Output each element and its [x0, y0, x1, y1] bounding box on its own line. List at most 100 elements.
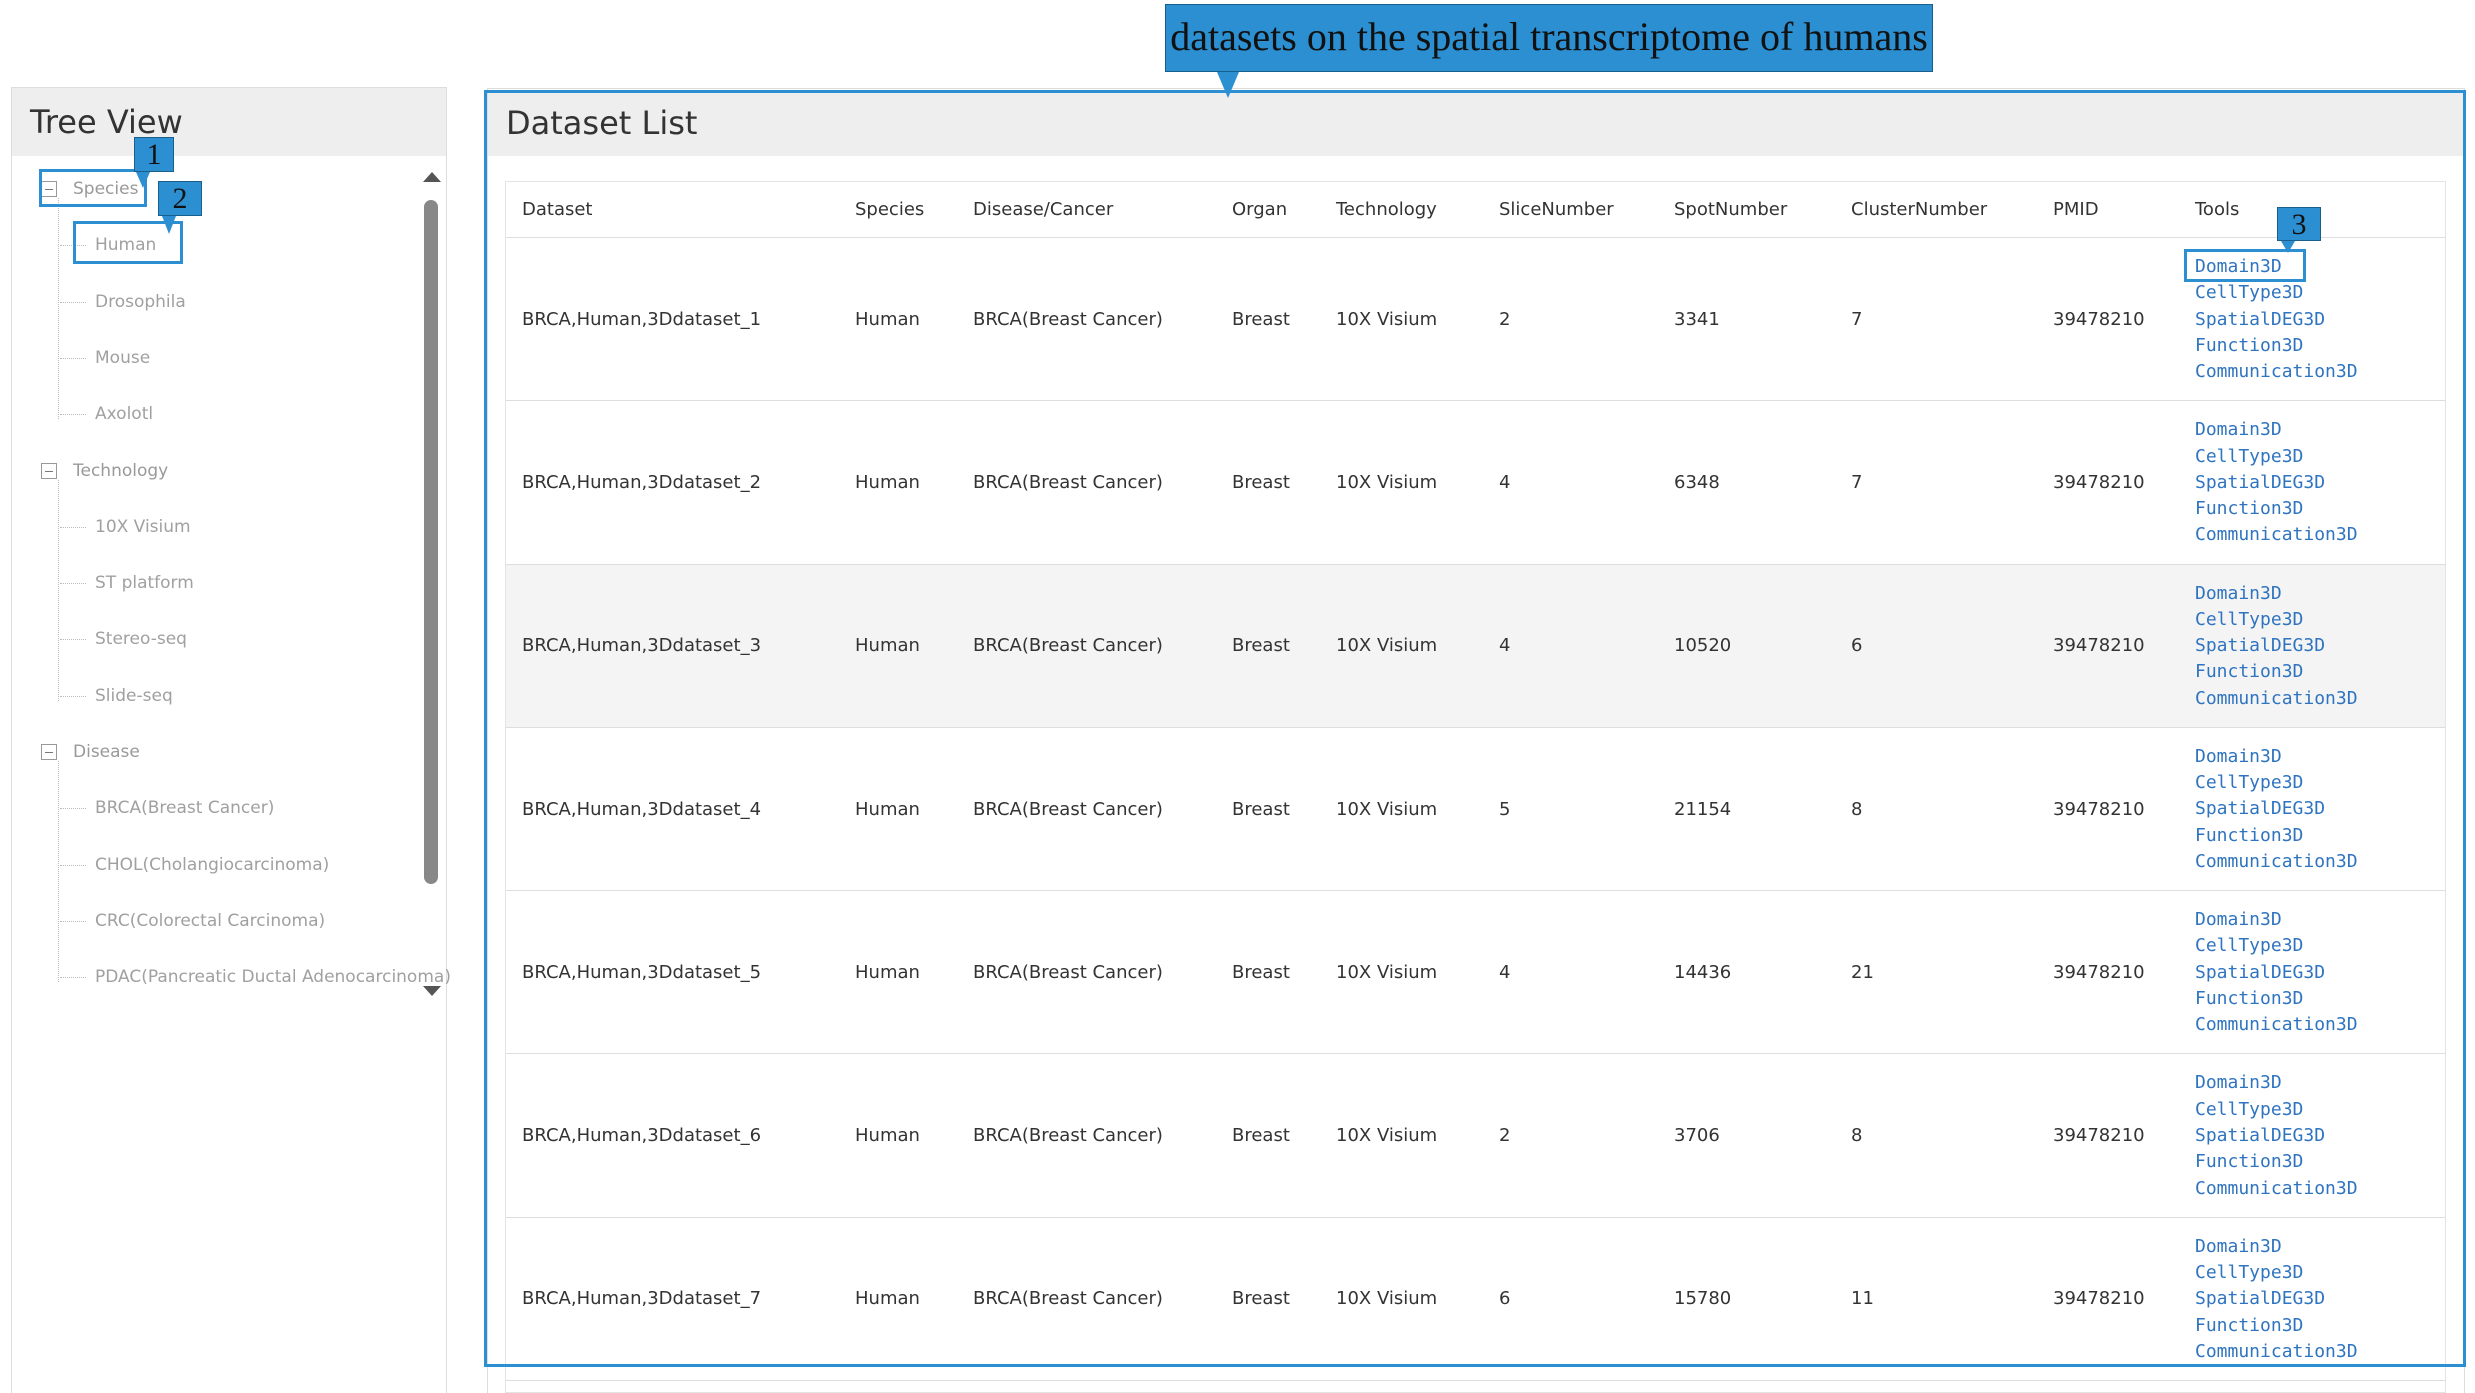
- tool-link[interactable]: Domain3D: [2195, 1235, 2282, 1257]
- callout-pointer: [1217, 72, 1239, 98]
- collapse-icon[interactable]: [41, 462, 57, 479]
- tree-item[interactable]: ST platform: [95, 573, 194, 594]
- tool-link[interactable]: CellType3D: [2195, 772, 2304, 794]
- table-row: [506, 891, 2445, 1055]
- tool-link[interactable]: Function3D: [2195, 1151, 2304, 1173]
- table-cell: Breast: [1232, 308, 1290, 330]
- tool-link[interactable]: CellType3D: [2195, 1098, 2304, 1120]
- table-cell: BRCA,Human,3Ddataset_5: [522, 961, 762, 983]
- tree-item[interactable]: CRC(Colorectal Carcinoma): [95, 910, 326, 931]
- tool-link[interactable]: Function3D: [2195, 1314, 2304, 1336]
- annotation-box: [2184, 249, 2306, 282]
- tool-link[interactable]: SpatialDEG3D: [2195, 1125, 2326, 1146]
- tree-branch: [60, 920, 86, 922]
- tool-link[interactable]: Communication3D: [2195, 1177, 2358, 1199]
- tree-section[interactable]: Technology: [73, 460, 169, 481]
- tool-link[interactable]: Domain3D: [2195, 419, 2282, 441]
- tool-link[interactable]: SpatialDEG3D: [2195, 1288, 2326, 1310]
- tree-item[interactable]: Slide-seq: [95, 685, 173, 706]
- table-cell: BRCA,Human,3Ddataset_3: [522, 635, 762, 657]
- table-cell: BRCA,Human,3Ddataset_2: [522, 471, 762, 493]
- tool-link[interactable]: Communication3D: [2195, 361, 2358, 383]
- tree-item[interactable]: Mouse: [95, 347, 151, 368]
- tool-link[interactable]: SpatialDEG3D: [2195, 471, 2326, 493]
- tree-item[interactable]: Axolotl: [95, 404, 154, 425]
- tool-link[interactable]: Communication3D: [2195, 524, 2358, 546]
- tool-link[interactable]: Function3D: [2195, 661, 2304, 683]
- tool-link[interactable]: CellType3D: [2195, 445, 2304, 467]
- marker-pointer: [162, 216, 176, 234]
- table-cell: 8: [1851, 1125, 1863, 1147]
- tool-link[interactable]: Function3D: [2195, 824, 2304, 846]
- table-cell: Human: [855, 798, 920, 820]
- tool-link[interactable]: Function3D: [2195, 334, 2304, 356]
- table-cell: BRCA,Human,3Ddataset_1: [522, 308, 762, 330]
- tool-link[interactable]: Communication3D: [2195, 851, 2358, 872]
- tool-link[interactable]: Domain3D: [2195, 909, 2282, 931]
- table-row: [506, 1055, 2445, 1218]
- tree-branch: [60, 414, 86, 416]
- tree-item[interactable]: 10X Visium: [95, 516, 191, 537]
- tree-section[interactable]: Disease: [73, 742, 140, 762]
- tool-link[interactable]: CellType3D: [2195, 608, 2304, 630]
- tool-link[interactable]: Domain3D: [2195, 582, 2282, 604]
- tool-link[interactable]: SpatialDEG3D: [2195, 961, 2326, 983]
- scroll-up[interactable]: [423, 172, 441, 182]
- tree-branch: [60, 977, 86, 979]
- table-cell: Breast: [1232, 961, 1290, 983]
- marker: 1: [134, 137, 174, 172]
- tree-item[interactable]: Drosophila: [95, 291, 186, 312]
- tool-link[interactable]: Domain3D: [2195, 745, 2282, 767]
- scroll-down[interactable]: [423, 986, 441, 996]
- table-row: [506, 238, 2445, 402]
- tree-item[interactable]: BRCA(Breast Cancer): [95, 798, 275, 819]
- table-cell: Breast: [1232, 798, 1290, 820]
- tree-branch: [60, 526, 86, 528]
- tree-line: [58, 479, 59, 701]
- table-cell: Breast: [1232, 471, 1290, 493]
- annotation-box: [73, 221, 183, 264]
- tree-item[interactable]: Stereo-seq: [95, 629, 187, 650]
- tree-branch: [60, 357, 86, 359]
- scroll-thumb[interactable]: [424, 200, 438, 884]
- tool-link[interactable]: Function3D: [2195, 988, 2304, 1009]
- table-cell: 8: [1851, 798, 1863, 820]
- table-cell: 11: [1851, 1288, 1874, 1310]
- tree-item[interactable]: Human: [95, 235, 157, 256]
- tree-section[interactable]: Species: [73, 179, 139, 199]
- table-cell: 15780: [1674, 1288, 1732, 1310]
- tool-link[interactable]: CellType3D: [2195, 282, 2304, 304]
- tree-line: [58, 761, 59, 983]
- tool-link[interactable]: Function3D: [2195, 498, 2304, 520]
- tool-link[interactable]: SpatialDEG3D: [2195, 635, 2326, 657]
- column-header: Tools: [2195, 199, 2240, 220]
- header-rule: [506, 237, 2445, 238]
- tool-link[interactable]: Domain3D: [2195, 255, 2282, 277]
- tool-link[interactable]: CellType3D: [2195, 935, 2304, 957]
- table-cell: 39478210: [2053, 798, 2145, 820]
- tool-link[interactable]: Communication3D: [2195, 1014, 2358, 1036]
- tool-link[interactable]: SpatialDEG3D: [2195, 308, 2326, 330]
- tool-link[interactable]: Communication3D: [2195, 687, 2358, 709]
- marker: 3: [2277, 207, 2321, 241]
- table-cell: BRCA,Human,3Ddataset_4: [522, 798, 762, 820]
- marker-pointer: [2281, 241, 2295, 253]
- tree-item[interactable]: CHOL(Cholangiocarcinoma): [95, 854, 330, 875]
- table-cell: Human: [855, 471, 920, 493]
- tool-link[interactable]: SpatialDEG3D: [2195, 798, 2326, 820]
- collapse-icon[interactable]: [41, 744, 57, 760]
- tree-item[interactable]: PDAC(Pancreatic Ductal Adenocarcinoma): [95, 967, 451, 988]
- table-cell: 7: [1851, 308, 1863, 330]
- table-cell: BRCA,Human,3Ddataset_6: [522, 1125, 762, 1147]
- column-header: Dataset: [522, 199, 593, 220]
- tool-link[interactable]: Domain3D: [2195, 1072, 2282, 1094]
- tool-link[interactable]: CellType3D: [2195, 1262, 2304, 1283]
- column-header: Technology: [1336, 199, 1437, 220]
- table-row: [506, 1218, 2445, 1382]
- table-cell: Breast: [1232, 1288, 1290, 1310]
- collapse-minus: [45, 189, 53, 190]
- table-row: [506, 401, 2445, 565]
- tool-link[interactable]: Communication3D: [2195, 1340, 2358, 1362]
- dataset-title: Dataset List: [488, 90, 2463, 156]
